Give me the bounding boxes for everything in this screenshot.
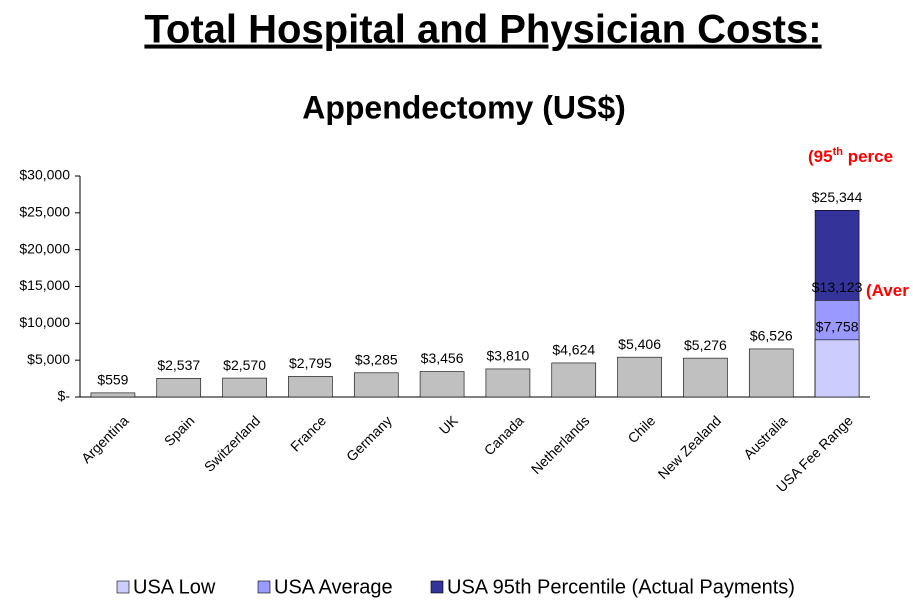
data-label: $3,810 <box>487 348 530 364</box>
x-tick-label: Switzerland <box>201 412 263 474</box>
x-tick-label: Australia <box>740 412 790 462</box>
data-label: $2,537 <box>157 357 200 373</box>
chart-title: Total Hospital and Physician Costs: <box>144 8 821 52</box>
x-tick-label: France <box>287 412 329 454</box>
y-tick-label: $20,000 <box>19 240 70 256</box>
data-label: $2,795 <box>289 355 332 371</box>
legend-swatch <box>116 580 130 594</box>
bar <box>683 357 728 398</box>
data-label: $4,624 <box>552 342 595 358</box>
data-label: $7,758 <box>816 319 859 335</box>
annotation-part: (Aver <box>866 281 909 300</box>
x-tick-label: Netherlands <box>528 412 593 477</box>
x-tick-label: Chile <box>624 412 658 446</box>
bar <box>551 362 597 398</box>
bar <box>419 371 465 398</box>
bar <box>288 376 333 398</box>
data-label: $559 <box>97 372 128 388</box>
y-tick-label: $5,000 <box>27 351 70 367</box>
bar <box>748 348 794 398</box>
data-label: $5,276 <box>684 337 727 353</box>
legend-label: USA Average <box>274 576 393 598</box>
legend-swatch <box>257 580 271 594</box>
x-tick-label: UK <box>436 412 462 438</box>
y-tick-label: $10,000 <box>19 314 70 330</box>
x-tick-label: Germany <box>343 412 395 464</box>
bar <box>222 377 267 398</box>
bar <box>156 378 202 398</box>
annotation-part: (95 <box>808 147 833 166</box>
bar <box>90 392 136 398</box>
annotation-part: th <box>833 146 844 158</box>
data-label: $25,344 <box>812 189 863 205</box>
legend-swatch <box>430 580 444 594</box>
legend-label: USA 95th Percentile (Actual Payments) <box>447 576 795 598</box>
x-tick-label: Canada <box>481 412 527 458</box>
annotation: (Aver <box>866 281 909 300</box>
legend-label: USA Low <box>133 576 216 598</box>
data-label: $5,406 <box>618 336 661 352</box>
bar <box>485 368 531 398</box>
data-label: $2,570 <box>223 357 266 373</box>
bar <box>814 339 860 398</box>
x-tick-label: Spain <box>161 412 198 449</box>
x-tick-label: New Zealand <box>655 412 725 482</box>
y-tick-label: $15,000 <box>19 277 70 293</box>
y-tick-label: $25,000 <box>19 204 70 220</box>
data-label: $3,285 <box>355 352 398 368</box>
bar <box>353 372 399 398</box>
x-tick-label: Argentina <box>78 412 132 466</box>
chart-subtitle: Appendectomy (US$) <box>302 89 626 125</box>
annotation-part: perce <box>843 147 893 166</box>
data-label: $6,526 <box>750 328 793 344</box>
data-label: $13,123 <box>812 279 863 295</box>
data-label: $3,456 <box>421 350 464 366</box>
bar <box>617 356 662 398</box>
annotation: (95th perce <box>808 146 893 166</box>
y-tick-label: $30,000 <box>19 167 70 183</box>
y-tick-label: $- <box>58 388 71 404</box>
